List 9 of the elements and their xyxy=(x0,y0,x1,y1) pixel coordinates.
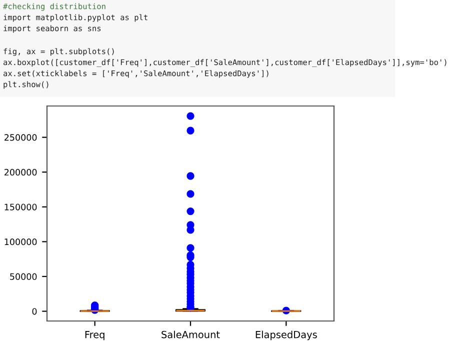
y-tick-label: 200000 xyxy=(4,168,37,176)
x-tick-label: ElapsedDays xyxy=(256,330,317,340)
y-tick-label: 250000 xyxy=(4,134,37,141)
y-tick-label: 100000 xyxy=(4,238,37,246)
y-tick-label: 0 xyxy=(32,308,37,315)
x-tick-label: Freq xyxy=(85,331,104,340)
y-tick-label: 50000 xyxy=(10,273,37,280)
y-tick-label: 150000 xyxy=(4,204,37,210)
x-tick-label: SaleAmount xyxy=(162,330,220,338)
